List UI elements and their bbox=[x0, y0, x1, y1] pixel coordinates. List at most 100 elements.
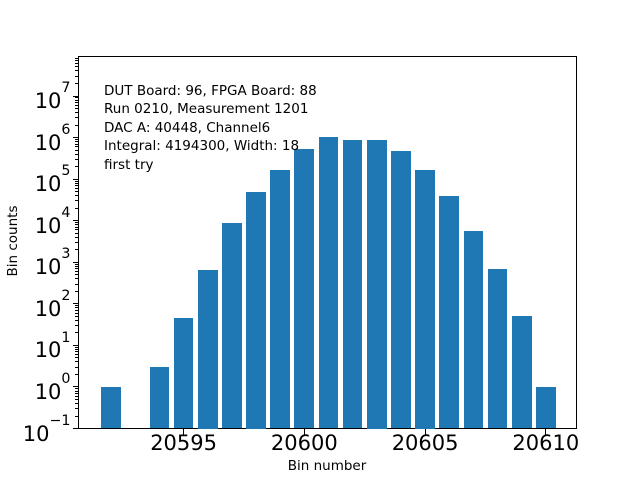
y-minor-tick bbox=[75, 305, 79, 307]
y-major-tick bbox=[72, 261, 79, 263]
y-minor-tick bbox=[75, 392, 79, 394]
y-minor-tick bbox=[75, 195, 79, 197]
y-minor-tick bbox=[75, 278, 79, 280]
y-minor-tick bbox=[75, 224, 79, 226]
y-tick-label: 103 bbox=[0, 246, 71, 280]
y-minor-tick bbox=[75, 108, 79, 109]
y-minor-tick bbox=[75, 249, 79, 251]
y-minor-tick bbox=[75, 290, 79, 292]
y-tick-base: 10 bbox=[34, 172, 62, 197]
annotation-line: Integral: 4194300, Width: 18 bbox=[104, 138, 300, 155]
y-minor-tick bbox=[75, 158, 79, 160]
histogram-bar bbox=[294, 149, 315, 429]
x-tick-label: 20600 bbox=[270, 431, 338, 455]
y-minor-tick bbox=[75, 166, 79, 168]
y-tick-base: 10 bbox=[34, 89, 62, 113]
y-major-tick bbox=[72, 178, 79, 180]
y-minor-tick bbox=[75, 141, 79, 143]
y-tick-exponent: 6 bbox=[61, 121, 71, 138]
y-minor-tick bbox=[75, 366, 79, 368]
y-major-tick bbox=[72, 386, 79, 388]
y-minor-tick bbox=[75, 265, 79, 267]
y-minor-tick bbox=[75, 97, 79, 99]
x-tick-label: 20610 bbox=[512, 431, 580, 455]
y-minor-tick bbox=[75, 315, 79, 317]
y-minor-tick bbox=[75, 398, 79, 400]
y-tick-base: 10 bbox=[34, 338, 62, 363]
histogram-bar bbox=[222, 222, 242, 429]
y-major-tick bbox=[72, 303, 79, 305]
annotation-line: DAC A: 40448, Channel6 bbox=[104, 119, 271, 136]
y-minor-tick bbox=[75, 312, 79, 314]
histogram-bar bbox=[487, 268, 508, 429]
y-minor-tick bbox=[75, 354, 79, 356]
y-axis-title: Bin counts bbox=[5, 205, 21, 277]
histogram-bar bbox=[246, 192, 266, 429]
y-minor-tick bbox=[75, 180, 79, 182]
y-minor-tick bbox=[75, 200, 79, 202]
y-tick-exponent: 3 bbox=[61, 246, 71, 263]
y-minor-tick bbox=[75, 236, 79, 238]
histogram-bar bbox=[197, 270, 218, 429]
y-minor-tick bbox=[75, 395, 79, 397]
y-minor-tick bbox=[75, 309, 79, 311]
histogram-bar bbox=[149, 367, 170, 429]
y-tick-base: 10 bbox=[34, 213, 62, 238]
y-minor-tick bbox=[75, 346, 79, 348]
y-minor-tick bbox=[75, 101, 79, 103]
histogram-bar bbox=[535, 386, 556, 429]
y-tick-label: 106 bbox=[0, 122, 71, 155]
x-tick-label: 20595 bbox=[150, 431, 217, 455]
x-axis-title: Bin number bbox=[287, 458, 367, 474]
y-minor-tick bbox=[75, 124, 79, 126]
y-minor-tick bbox=[75, 226, 79, 228]
y-tick-base: 10 bbox=[34, 130, 62, 155]
y-minor-tick bbox=[75, 99, 79, 101]
y-tick-label: 101 bbox=[0, 330, 71, 363]
y-minor-tick bbox=[75, 268, 79, 270]
y-minor-tick bbox=[75, 112, 79, 113]
histogram-bar bbox=[173, 317, 194, 429]
y-major-tick bbox=[72, 220, 79, 222]
y-minor-tick bbox=[75, 63, 79, 65]
histogram-bar bbox=[101, 386, 121, 429]
y-minor-tick bbox=[75, 332, 79, 334]
y-minor-tick bbox=[75, 408, 79, 410]
y-major-tick bbox=[72, 95, 79, 97]
plot-area bbox=[78, 56, 577, 429]
x-tick bbox=[183, 428, 185, 435]
y-minor-tick bbox=[75, 207, 79, 209]
x-tick-label: 20605 bbox=[391, 431, 459, 455]
y-minor-tick bbox=[75, 117, 79, 119]
y-minor-tick bbox=[75, 66, 79, 68]
y-tick-base: 10 bbox=[34, 255, 62, 280]
histogram-bar bbox=[342, 139, 363, 429]
y-minor-tick bbox=[75, 70, 79, 72]
x-tick bbox=[545, 428, 547, 435]
y-tick-exponent: 2 bbox=[61, 288, 71, 305]
y-minor-tick bbox=[75, 75, 79, 77]
y-major-tick bbox=[72, 428, 79, 429]
y-tick-label: 100 bbox=[0, 371, 71, 403]
y-minor-tick bbox=[75, 351, 79, 353]
y-minor-tick bbox=[75, 146, 79, 148]
y-minor-tick bbox=[75, 187, 79, 189]
y-minor-tick bbox=[75, 403, 79, 404]
y-tick-label: 102 bbox=[0, 288, 71, 320]
histogram-bar bbox=[270, 170, 291, 429]
y-tick-exponent: 4 bbox=[61, 204, 71, 221]
annotation-line: Run 0210, Measurement 1201 bbox=[104, 101, 309, 118]
y-minor-tick bbox=[75, 357, 79, 359]
histogram-bar bbox=[415, 169, 435, 429]
annotation-line: DUT Board: 96, FPGA Board: 88 bbox=[104, 83, 317, 99]
y-minor-tick bbox=[75, 274, 79, 276]
annotation-text: DUT Board: 96, FPGA Board: 88 Run 0210, M… bbox=[104, 82, 317, 174]
y-minor-tick bbox=[75, 185, 79, 186]
y-minor-tick bbox=[75, 104, 79, 106]
y-tick-exponent: −1 bbox=[49, 412, 71, 429]
y-minor-tick bbox=[75, 241, 79, 243]
y-tick-exponent: 1 bbox=[61, 329, 71, 346]
y-tick-exponent: 0 bbox=[61, 371, 71, 388]
y-minor-tick bbox=[75, 153, 79, 155]
